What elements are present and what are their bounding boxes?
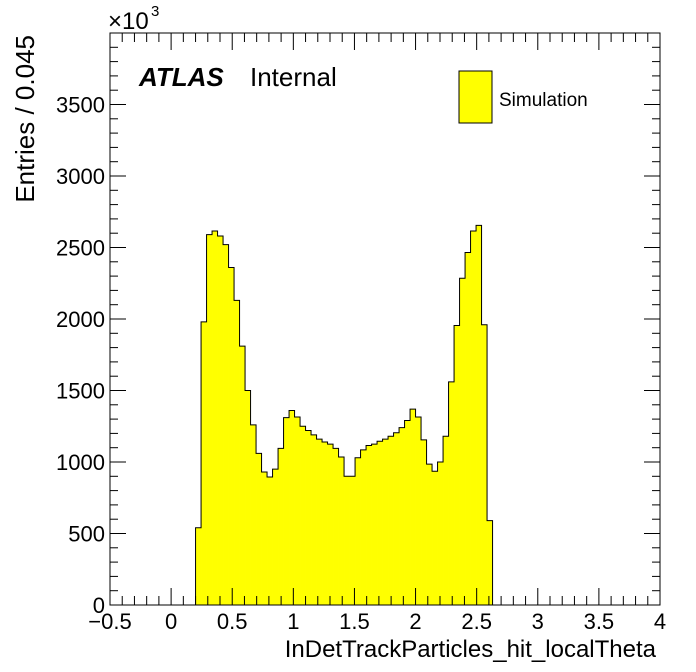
histogram-bin: [393, 432, 400, 605]
y-axis-label: Entries / 0.045: [10, 35, 40, 203]
histogram-bin: [421, 439, 427, 605]
x-tick-label: 2: [409, 609, 421, 634]
y-tick-label: 3500: [56, 93, 105, 118]
histogram-bin: [360, 449, 367, 605]
histogram-bin: [212, 231, 218, 606]
x-tick-label: 3.5: [584, 609, 615, 634]
atlas-sublabel: Internal: [250, 62, 337, 92]
histogram-bin: [234, 300, 240, 605]
histogram-bin: [195, 527, 202, 605]
y-axis-ticks: 0 500 1000 1500 2000 2500 3000 3500: [56, 46, 660, 618]
y-tick-label: 0: [93, 593, 105, 618]
histogram-bin: [333, 448, 339, 605]
x-axis-ticks: −0.5 0 0.5 1 1.5 2 2.5 3 3.5 4: [88, 33, 666, 634]
histogram-bin: [294, 416, 301, 605]
y-exponent-base: ×10: [108, 8, 149, 35]
x-tick-label: 0: [165, 609, 177, 634]
histogram-bin: [305, 430, 312, 605]
histogram-bin: [206, 234, 213, 605]
x-tick-label: 0.5: [217, 609, 248, 634]
histogram-bin: [410, 409, 416, 605]
x-tick-label: 1.5: [339, 609, 370, 634]
histogram-bin: [316, 439, 323, 605]
histogram-bin: [404, 420, 411, 605]
histogram-bin: [349, 476, 356, 605]
histogram-bin: [300, 426, 306, 605]
y-tick-label: 3000: [56, 164, 105, 189]
histogram-bin: [239, 346, 246, 605]
histogram-bin: [487, 520, 493, 605]
histogram-bin: [366, 445, 372, 605]
histogram-bin: [223, 244, 229, 605]
histogram-bin: [470, 231, 477, 606]
legend-label: Simulation: [499, 90, 588, 111]
histogram-bin: [344, 476, 350, 605]
x-tick-label: 2.5: [461, 609, 492, 634]
histogram-bin: [283, 417, 290, 605]
histogram-bin: [228, 267, 235, 605]
histogram-bin: [267, 477, 273, 605]
histogram-bin: [448, 381, 455, 605]
y-tick-label: 500: [68, 522, 105, 547]
histogram-bin: [388, 436, 394, 605]
histogram-bin: [327, 444, 334, 606]
histogram-bin: [256, 453, 262, 605]
histogram-bin: [371, 444, 378, 606]
histogram-bin: [278, 448, 284, 605]
histogram-bin: [355, 457, 361, 605]
histogram-bars: [195, 225, 493, 606]
histogram-bin: [338, 457, 345, 605]
y-tick-label: 1500: [56, 379, 105, 404]
histogram-bin: [322, 441, 328, 605]
histogram-bin: [201, 321, 207, 605]
x-axis-label: InDetTrackParticles_hit_localTheta: [285, 636, 657, 663]
histogram-bin: [465, 252, 471, 605]
histogram-bin: [261, 472, 268, 605]
histogram-bin: [426, 464, 433, 605]
histogram-bin: [454, 325, 460, 605]
histogram-bin: [311, 434, 317, 605]
histogram-bin: [443, 436, 449, 605]
histogram-bin: [289, 410, 295, 605]
histogram-bin: [245, 390, 251, 605]
histogram-bin: [399, 427, 405, 605]
legend-swatch: [458, 70, 493, 124]
histogram-bin: [415, 416, 422, 605]
histogram-bin: [217, 236, 224, 605]
histogram-bin: [481, 324, 488, 605]
histogram-bin: [272, 469, 279, 605]
histogram-bin: [382, 439, 389, 605]
y-exponent-power: 3: [151, 3, 159, 20]
histogram-bin: [476, 225, 482, 605]
histogram-bin: [437, 462, 444, 605]
atlas-label: ATLAS: [138, 62, 224, 92]
histogram-bin: [250, 424, 257, 605]
x-tick-label: 3: [532, 609, 544, 634]
x-tick-label: −0.5: [88, 609, 131, 634]
histogram-outline: [195, 224, 494, 605]
x-tick-label: 1: [287, 609, 299, 634]
histogram-bin: [432, 471, 438, 605]
histogram-bin: [459, 278, 466, 605]
histogram-bin: [377, 441, 383, 605]
x-tick-label: 4: [654, 609, 666, 634]
y-tick-label: 2000: [56, 307, 105, 332]
y-tick-label: 1000: [56, 450, 105, 475]
y-tick-label: 2500: [56, 236, 105, 261]
